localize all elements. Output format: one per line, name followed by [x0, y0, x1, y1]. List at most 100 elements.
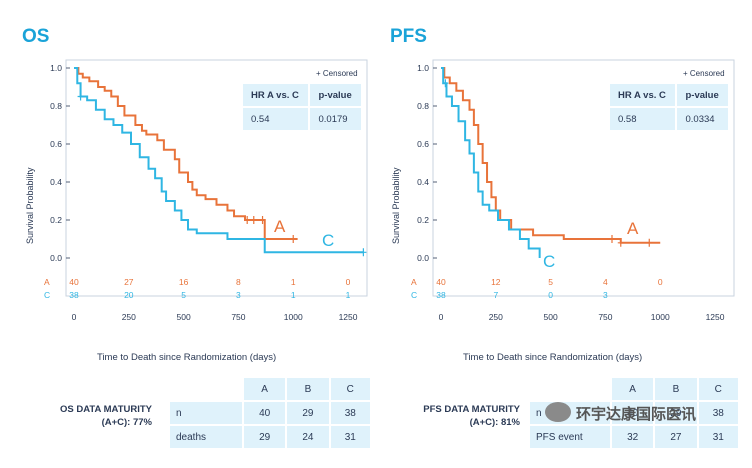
- os-maturity-header-c: C: [328, 378, 370, 402]
- os-km-chart: + Censored Survival Probability 0.00.20.…: [25, 59, 368, 322]
- pfs-x-tick-label: 750: [598, 312, 612, 322]
- pfs-maturity-cell: 32: [609, 425, 655, 450]
- pfs-hr-header: HR A vs. C: [610, 84, 677, 108]
- os-y-axis-label: Survival Probability: [25, 167, 35, 244]
- pfs-y-tick-label: 0.8: [417, 101, 429, 111]
- os-x-tick-label: 500: [177, 312, 191, 322]
- pfs-curve-label-c: C: [543, 252, 555, 271]
- pfs-risk-value-c: 3: [603, 290, 608, 300]
- os-y-tick-label: 0.8: [50, 101, 62, 111]
- os-risk-value-c: 1: [346, 290, 351, 300]
- pfs-risk-table: A 40 12 5 4 0C 38 7 0 3: [411, 277, 663, 300]
- pfs-y-axis-label: Survival Probability: [391, 167, 401, 244]
- os-x-tick-label: 1250: [339, 312, 358, 322]
- pfs-curve-a: [441, 67, 661, 244]
- pfs-risk-value-a: 40: [436, 277, 446, 287]
- pfs-censor-mark-c: [442, 79, 449, 88]
- pfs-y-tick-label: 0.2: [417, 215, 429, 225]
- pfs-maturity-cell: 29: [653, 401, 698, 426]
- pfs-maturity-cell: 31: [696, 425, 738, 450]
- pfs-curve-c: [441, 67, 541, 258]
- pfs-censor-mark-a: [646, 238, 653, 247]
- os-maturity-cell: 38: [328, 401, 370, 426]
- os-risk-value-c: 20: [124, 290, 134, 300]
- os-pvalue-value: 0.0179: [308, 107, 361, 130]
- pfs-censored-legend: + Censored: [683, 69, 725, 78]
- os-hr-header: HR A vs. C: [243, 84, 310, 108]
- watermark-text: 环宇达康国际医讯: [576, 406, 697, 423]
- pfs-hr-value: 0.58: [610, 107, 677, 130]
- os-plot-frame: [65, 59, 368, 297]
- pfs-risk-value-a: 4: [603, 277, 608, 287]
- pfs-maturity-cell: 27: [653, 425, 698, 450]
- os-censor-mark-a: [244, 216, 251, 224]
- pfs-risk-value-c: 38: [436, 290, 446, 300]
- pfs-plot-frame: [432, 59, 735, 297]
- os-axes: 0.0 0.2 0.4 0.6 0.8 1.0 0 250 500 750 1000 1250: [50, 59, 368, 322]
- os-curve-label-c: C: [322, 231, 334, 250]
- os-y-tick-label: 0.4: [50, 177, 62, 187]
- os-censor-mark-a: [250, 216, 257, 224]
- pfs-maturity-label: PFS DATA MATURITY (A+C): 81%: [404, 403, 520, 429]
- pfs-y-tick-label: 0.0: [417, 253, 429, 263]
- pfs-y-tick-label: 0.6: [417, 139, 429, 149]
- os-censor-mark-a: [259, 216, 266, 224]
- pfs-maturity-header-c: C: [696, 378, 738, 402]
- pfs-x-axis-title: Time to Death since Randomization (days): [463, 352, 643, 363]
- pfs-maturity-header-a: A: [609, 378, 655, 402]
- os-hr-table: HR A vs. C p-value 0.54 0.0179: [243, 84, 361, 130]
- pfs-title: PFS: [390, 26, 427, 47]
- os-risk-value-a: 16: [179, 277, 189, 287]
- os-maturity-header-b: B: [285, 378, 330, 402]
- pfs-hr-table: HR A vs. C p-value 0.58 0.0334: [610, 84, 728, 130]
- os-y-tick-label: 0.0: [50, 253, 62, 263]
- os-maturity-cell: 40: [241, 401, 287, 426]
- os-risk-label-a: A: [44, 277, 50, 287]
- os-y-tick-label: 0.6: [50, 139, 62, 149]
- pfs-censor-mark-a: [617, 238, 624, 247]
- os-censor-mark-c: [360, 248, 367, 257]
- pfs-risk-value-c: 0: [548, 290, 553, 300]
- os-maturity-cell: 24: [285, 425, 330, 450]
- os-x-tick-label: 250: [122, 312, 136, 322]
- pfs-maturity-cell: 38: [696, 401, 738, 426]
- os-curve-a: [74, 67, 298, 240]
- pfs-km-chart: + Censored Survival Probability 0.0 0.2 0.…: [391, 59, 735, 322]
- pfs-maturity-row-label: PFS event: [530, 425, 611, 450]
- pfs-axes: 0.00.20.40.60.81.00 250 500 750 1000 1250: [417, 59, 735, 322]
- os-risk-value-a: 0: [346, 277, 351, 287]
- os-x-tick-label: 0: [72, 312, 77, 322]
- pfs-y-tick-label: 0.4: [417, 177, 429, 187]
- os-risk-label-c: C: [44, 290, 50, 300]
- pfs-x-tick-label: 500: [544, 312, 558, 322]
- os-y-tick-label: 0.2: [50, 215, 62, 225]
- os-maturity-header-a: A: [241, 378, 287, 402]
- pfs-maturity-corner: [530, 378, 611, 402]
- os-risk-value-c: 38: [69, 290, 79, 300]
- os-maturity-table: A B C n 40 29 38 deaths 29 24 31: [170, 378, 370, 450]
- pfs-x-tick-label: 1250: [706, 312, 725, 322]
- pfs-risk-value-a: 0: [658, 277, 663, 287]
- os-risk-value-a: 27: [124, 277, 134, 287]
- os-x-tick-label: 750: [231, 312, 245, 322]
- pfs-maturity-header-b: B: [653, 378, 698, 402]
- os-risk-value-a: 40: [69, 277, 79, 287]
- pfs-curves: [441, 67, 661, 258]
- pfs-maturity-table: A B C n 40 29 38 PFS event 32 27 31: [530, 378, 738, 450]
- os-maturity-row-label: deaths: [170, 425, 243, 450]
- os-x-tick-label: 1000: [284, 312, 303, 322]
- os-curves: [74, 67, 367, 257]
- pfs-x-tick-label: 1000: [651, 312, 670, 322]
- os-risk-value-c: 3: [236, 290, 241, 300]
- os-maturity-cell: 29: [285, 401, 330, 426]
- os-maturity-label-line1: OS DATA MATURITY: [60, 404, 152, 415]
- os-maturity-label: OS DATA MATURITY (A+C): 77%: [38, 403, 152, 429]
- pfs-risk-value-a: 5: [548, 277, 553, 287]
- os-maturity-cell: 31: [328, 425, 370, 450]
- os-censor-mark-a: [290, 235, 297, 243]
- pfs-x-tick-label: 0: [439, 312, 444, 322]
- os-censor-mark-c: [77, 92, 84, 101]
- os-x-axis-title: Time to Death since Randomization (days): [97, 352, 277, 363]
- wechat-logo-icon: [545, 402, 571, 422]
- pfs-risk-value-a: 12: [491, 277, 501, 287]
